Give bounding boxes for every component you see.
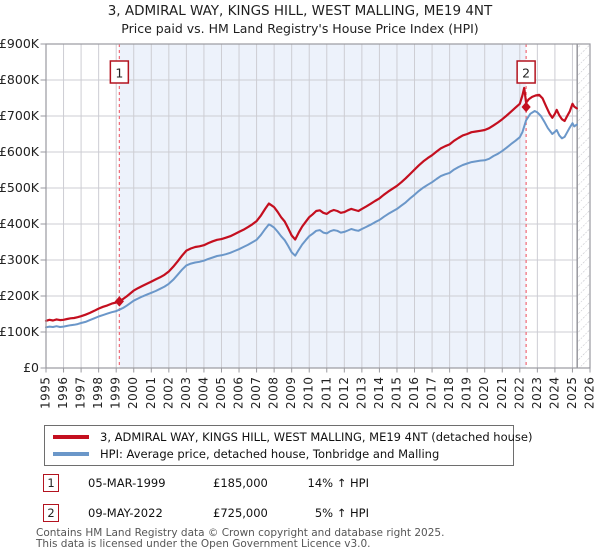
price-chart-plot: £0 £100K £200K £300K £400K £500K £600K £700K £80…	[0, 36, 597, 410]
transaction-2-date: 09-MAY-2022	[88, 506, 163, 520]
sale-number-2: 2	[522, 66, 530, 81]
x-axis-label: 2019	[460, 377, 474, 410]
legend: 3, ADMIRAL WAY, KINGS HILL, WEST MALLING…	[44, 425, 532, 466]
hpi-line	[45, 110, 578, 329]
x-axis-label: 1995	[39, 377, 53, 410]
x-axis-label: 1998	[91, 377, 105, 410]
y-axis-label: £0	[23, 360, 39, 375]
y-axis-label: £100K	[0, 324, 40, 339]
x-axis-label: 2015	[389, 377, 403, 410]
y-axis-label: £300K	[0, 252, 40, 267]
copyright-footer: Contains HM Land Registry data © Crown c…	[36, 528, 444, 550]
price-paid-line-swatch	[53, 435, 89, 439]
transaction-1-hpi-delta: 14% ↑ HPI	[307, 476, 369, 490]
x-axis-label: 2021	[495, 377, 509, 410]
x-axis-label: 2016	[407, 377, 421, 410]
legend-item-hpi: HPI: Average price, detached house, Tonb…	[53, 447, 505, 461]
transaction-1-price: £185,000	[213, 476, 268, 490]
y-axis-label: £500K	[0, 180, 40, 195]
x-axis-label: 2004	[196, 377, 210, 410]
page-subtitle: Price paid vs. HM Land Registry's House …	[121, 21, 479, 36]
y-axis-label: £600K	[0, 144, 40, 159]
transaction-row-1: 1 05-MAR-1999 £185,000 14% ↑ HPI	[0, 474, 600, 494]
x-axis-label: 2014	[372, 377, 386, 410]
x-axis-label: 2011	[319, 377, 333, 410]
transaction-2-price: £725,000	[213, 506, 268, 520]
price-paid-line	[44, 86, 578, 322]
x-axis-label: 2017	[425, 377, 439, 410]
x-axis-label: 2013	[354, 377, 368, 410]
transaction-2-marker: 2	[43, 504, 59, 522]
x-axis-label: 2018	[442, 377, 456, 410]
x-axis-label: 2005	[214, 377, 228, 410]
between-sales-shading	[119, 44, 527, 368]
x-axis-label: 2006	[232, 377, 246, 410]
y-axis-label: £700K	[0, 108, 40, 123]
sale-point-2	[521, 101, 531, 113]
legend-label-hpi: HPI: Average price, detached house, Tonb…	[100, 447, 440, 461]
sale-number-box-2	[516, 60, 536, 84]
footer-line-2: This data is licensed under the Open Gov…	[36, 538, 371, 550]
x-axis-label: 2020	[477, 377, 491, 410]
y-axis-label: £200K	[0, 288, 40, 303]
transaction-1-date: 05-MAR-1999	[88, 476, 166, 490]
x-axis-label: 2012	[337, 377, 351, 410]
y-axis-label: £900K	[0, 36, 40, 51]
x-axis-label: 2010	[302, 377, 316, 410]
legend-item-price-paid: 3, ADMIRAL WAY, KINGS HILL, WEST MALLING…	[53, 430, 532, 444]
legend-label-price-paid: 3, ADMIRAL WAY, KINGS HILL, WEST MALLING…	[100, 430, 533, 444]
y-axis-label: £400K	[0, 216, 40, 231]
sale-number-1: 1	[115, 66, 123, 81]
transaction-1-marker: 1	[43, 474, 59, 492]
transaction-2-hpi-delta: 5% ↑ HPI	[314, 506, 369, 520]
x-axis-label: 2002	[161, 377, 175, 410]
page-title: 3, ADMIRAL WAY, KINGS HILL, WEST MALLING…	[107, 3, 493, 19]
transaction-row-2: 2 09-MAY-2022 £725,000 5% ↑ HPI	[0, 504, 600, 524]
x-axis-label: 2026	[583, 377, 597, 410]
hpi-line-swatch	[53, 452, 89, 456]
x-axis-label: 2007	[249, 377, 263, 410]
x-axis-label: 2025	[565, 377, 579, 410]
x-axis-label: 2003	[179, 377, 193, 410]
x-axis-label: 1997	[74, 377, 88, 410]
x-axis-label: 2001	[144, 377, 158, 410]
x-axis-label: 2023	[530, 377, 544, 410]
future-hatch-region	[577, 44, 590, 368]
x-axis-label: 2008	[267, 377, 281, 410]
x-axis-label: 1996	[56, 377, 70, 410]
x-axis-label: 2009	[284, 377, 298, 410]
footer-line-1: Contains HM Land Registry data © Crown c…	[36, 527, 445, 539]
x-axis-label: 1999	[109, 377, 123, 410]
x-axis-label: 2022	[512, 377, 526, 410]
x-axis-label: 2000	[126, 377, 140, 410]
sale-number-box-1	[109, 60, 130, 84]
plot-border	[45, 43, 591, 369]
y-axis-label: £800K	[0, 72, 40, 87]
x-axis-label: 2024	[547, 377, 561, 410]
sale-point-1	[114, 296, 124, 307]
